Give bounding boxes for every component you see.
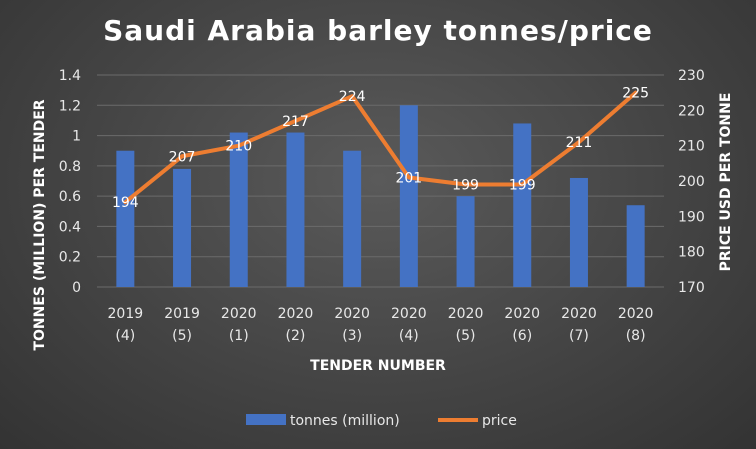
y-left-tick-label: 0 <box>72 280 81 296</box>
x-axis-title: TENDER NUMBER <box>310 358 446 374</box>
chart-title: Saudi Arabia barley tonnes/price <box>103 14 653 47</box>
x-tick-label: 2020 (1) <box>221 306 257 344</box>
data-label: 225 <box>622 86 649 102</box>
y-right-tick-label: 180 <box>678 245 705 261</box>
x-axis-ticks: 2019 (4) 2019 (5) 2020 (1) 2020 (2) 2020 (3) 2020(… <box>108 306 654 344</box>
y-left-tick-label: 0.4 <box>59 219 81 235</box>
y-right-tick-label: 210 <box>678 139 705 155</box>
bar <box>456 196 475 287</box>
left-axis-ticks: 0 0.2 0.4 0.6 0.8 1 1.2 1.4 <box>59 68 81 296</box>
bar <box>343 150 362 287</box>
bar <box>286 132 305 287</box>
y-right-tick-label: 190 <box>678 209 705 225</box>
data-label: 201 <box>395 170 422 186</box>
x-tick-label: 2020 (2) <box>278 306 314 344</box>
bar <box>513 123 532 287</box>
legend-label-bars: tonnes (million) <box>290 413 400 429</box>
data-label: 210 <box>225 139 252 155</box>
y-right-tick-label: 220 <box>678 103 705 119</box>
bar <box>173 168 192 287</box>
y-left-tick-label: 0.2 <box>59 250 81 266</box>
x-tick-label: 2020 (6) <box>504 306 540 344</box>
y-axis-right-title: PRICE USD PER TONNE <box>718 93 734 272</box>
data-label: 199 <box>509 178 536 194</box>
y-left-tick-label: 1 <box>72 129 81 145</box>
legend-swatch-bars <box>246 414 286 425</box>
data-label: 207 <box>169 149 196 165</box>
bar <box>229 132 248 287</box>
y-axis-left-title: TONNES (MILLION) PER TENDER <box>32 99 48 350</box>
y-left-tick-label: 0.8 <box>59 159 81 175</box>
line-series <box>123 90 638 205</box>
price-line <box>123 90 638 205</box>
y-left-tick-label: 0.6 <box>59 189 81 205</box>
data-label: 194 <box>112 195 139 211</box>
y-right-tick-label: 230 <box>678 68 705 84</box>
bar <box>116 150 135 287</box>
data-label: 217 <box>282 114 309 130</box>
legend: tonnes (million) price <box>246 413 517 429</box>
y-right-tick-label: 200 <box>678 174 705 190</box>
legend-label-line: price <box>482 413 517 429</box>
x-tick-label: 2020 (3) <box>334 306 370 344</box>
x-tick-label: 2019 (4) <box>108 306 144 344</box>
data-label: 199 <box>452 178 479 194</box>
x-tick-label: 2020 (7) <box>561 306 597 344</box>
x-tick-label: 2020 (5) <box>448 306 484 344</box>
bar-series <box>116 105 645 288</box>
y-right-tick-label: 170 <box>678 280 705 296</box>
x-tick-label: 2020 (4) <box>391 306 427 344</box>
bar <box>626 205 645 287</box>
data-label: 224 <box>339 89 366 105</box>
x-tick-label: 2019 (5) <box>164 306 200 344</box>
bar <box>399 105 418 288</box>
data-label: 211 <box>566 135 593 151</box>
x-tick-label: 2020 (8) <box>618 306 654 344</box>
y-left-tick-label: 1.4 <box>59 68 81 84</box>
bar <box>569 177 588 287</box>
right-axis-ticks: 170 180 190 200 210 220 230 <box>678 68 705 296</box>
y-left-tick-label: 1.2 <box>59 98 81 114</box>
line-data-labels: 194 207 210 217 224 201 199 199 211 225 <box>112 86 649 212</box>
